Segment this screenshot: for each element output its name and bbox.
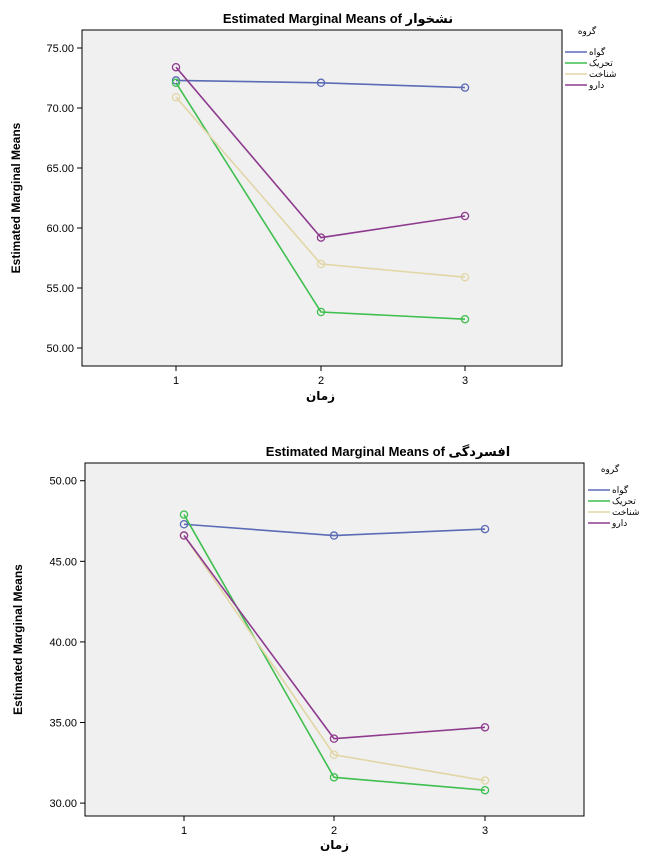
series-line: [183, 535, 486, 782]
data-point: [480, 524, 490, 534]
y-tick-label: 35.00: [49, 718, 77, 730]
data-point: [316, 307, 326, 317]
x-tick-label: 1: [181, 825, 187, 837]
series-line: [175, 66, 466, 239]
chart-title: Estimated Marginal Means of نشخوار: [223, 11, 453, 26]
data-point: [329, 750, 339, 759]
data-point: [480, 785, 490, 795]
chart-svg: Estimated Marginal Means of نشخوار 50.00 5…: [9, 11, 616, 403]
chart-panel-depression: Estimated Marginal Means of افسردگی 30.00…: [0, 426, 646, 852]
data-point: [460, 314, 470, 324]
x-axis-title: زمان: [306, 389, 335, 403]
x-tick-label: 2: [318, 375, 324, 387]
x-tick-label: 2: [331, 825, 337, 837]
data-point: [329, 734, 339, 743]
y-tick-label: 65.00: [46, 163, 74, 175]
data-point: [179, 510, 189, 519]
data-point: [480, 723, 490, 732]
data-point: [329, 531, 339, 540]
y-tick-label: 40.00: [49, 637, 77, 649]
x-tick-label: 1: [173, 375, 179, 387]
series-line: [183, 535, 486, 740]
x-tick-label: 3: [482, 825, 488, 837]
legend-label: تحریک: [612, 496, 636, 506]
data-point: [316, 78, 326, 88]
legend-title: گروه: [601, 463, 620, 474]
y-tick-label: 60.00: [46, 223, 74, 235]
data-point: [316, 233, 326, 242]
legend-title: گروه: [578, 25, 597, 36]
legend-label: شناخت: [589, 69, 616, 79]
data-point: [460, 83, 470, 92]
y-tick-label: 55.00: [46, 283, 74, 295]
data-point: [179, 531, 189, 540]
x-tick-label: 3: [462, 375, 468, 387]
data-point: [171, 62, 181, 72]
chart-svg: Estimated Marginal Means of افسردگی 30.00…: [11, 444, 639, 852]
series-line: [183, 523, 486, 537]
legend-label: تحریک: [589, 58, 613, 68]
y-tick-label: 50.00: [46, 343, 74, 355]
chart-panel-rumination: Estimated Marginal Means of نشخوار 50.00 5…: [9, 11, 616, 403]
data-point: [171, 92, 181, 102]
y-tick-label: 75.00: [46, 43, 74, 55]
y-tick-label: 70.00: [46, 103, 74, 115]
data-point: [460, 211, 470, 221]
y-axis-title: Estimated Marginal Means: [11, 564, 25, 715]
series-line: [175, 96, 466, 278]
data-point: [179, 520, 189, 529]
chart-title: Estimated Marginal Means of افسردگی: [266, 444, 510, 459]
data-point: [460, 272, 470, 282]
data-point: [316, 259, 326, 269]
y-axis-title: Estimated Marginal Means: [9, 122, 23, 273]
legend-label: گواه: [589, 46, 606, 57]
x-axis-title: زمان: [320, 838, 349, 852]
plot-area: [84, 462, 585, 817]
data-point: [480, 776, 490, 785]
data-point: [171, 78, 181, 88]
series-line: [175, 82, 466, 320]
legend-label: دارو: [588, 80, 604, 90]
data-point: [329, 773, 339, 782]
y-tick-label: 45.00: [49, 556, 77, 568]
series-line: [175, 79, 466, 89]
y-tick-label: 50.00: [49, 476, 77, 488]
y-tick-label: 30.00: [49, 798, 77, 810]
legend-label: دارو: [611, 518, 627, 528]
legend-label: شناخت: [612, 507, 639, 517]
legend-label: گواه: [612, 484, 629, 495]
